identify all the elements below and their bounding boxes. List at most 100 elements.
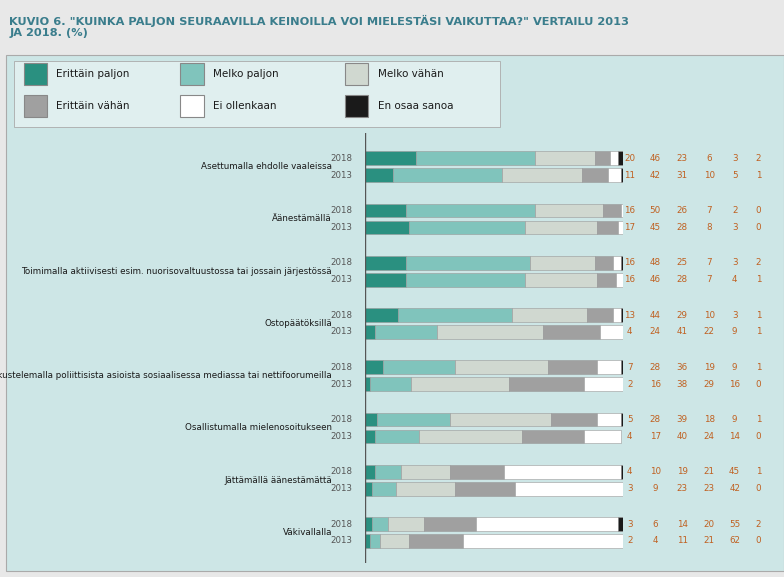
Text: 2013: 2013 [330,380,352,389]
Text: 2: 2 [756,153,761,163]
Text: 14: 14 [729,432,740,441]
Text: 11: 11 [677,537,688,545]
Bar [424,517,476,531]
Text: 2013: 2013 [330,275,352,284]
Text: 2018: 2018 [330,363,352,372]
Bar [450,465,504,479]
Text: Keskustelemalla poliittisista asioista sosiaalisessa mediassa tai nettifoorumeil: Keskustelemalla poliittisista asioista s… [0,371,332,380]
Text: 1: 1 [756,275,761,284]
Bar [365,429,375,443]
Text: 3: 3 [732,153,738,163]
Text: 10: 10 [704,310,715,320]
Text: 25: 25 [677,258,688,267]
Text: 28: 28 [677,223,688,232]
Text: 46: 46 [650,153,661,163]
Text: 23: 23 [677,153,688,163]
Text: KUVIO 6. "KUINKA PALJON SEURAAVILLA KEINOILLA VOI MIELESTÄSI VAIKUTTAA?" VERTAIL: KUVIO 6. "KUINKA PALJON SEURAAVILLA KEIN… [9,14,630,27]
Bar [365,325,375,339]
Text: 62: 62 [729,537,740,545]
Text: 16: 16 [624,206,635,215]
Bar [365,482,372,496]
Text: Toimimalla aktiivisesti esim. nuorisovaltuustossa tai jossain järjestössä: Toimimalla aktiivisesti esim. nuorisoval… [21,267,332,276]
Text: 2: 2 [627,537,633,545]
Text: 0: 0 [756,537,761,545]
Bar [525,273,597,287]
Text: 41: 41 [677,327,688,336]
Bar [476,517,618,531]
Text: 9: 9 [732,327,738,336]
Text: Ei ollenkaan: Ei ollenkaan [213,100,277,111]
Text: 2: 2 [756,258,761,267]
Text: 23: 23 [677,484,688,493]
Bar [621,256,626,269]
Text: 5: 5 [732,171,738,179]
Bar [365,534,370,548]
Bar [543,325,600,339]
Bar [365,256,406,269]
Text: 42: 42 [650,171,661,179]
Bar [615,273,626,287]
Text: 3: 3 [732,223,738,232]
Bar [512,308,587,322]
Bar [365,413,377,426]
Bar [365,308,398,322]
Text: 16: 16 [624,258,635,267]
Text: 2013: 2013 [330,484,352,493]
Bar [585,377,626,391]
Bar [585,429,621,443]
Text: 50: 50 [649,206,661,215]
Text: 4: 4 [627,432,633,441]
Text: Melko vähän: Melko vähän [378,69,444,79]
Text: 2013: 2013 [330,327,352,336]
Bar [597,413,621,426]
Text: 20: 20 [704,519,715,529]
Text: 39: 39 [677,415,688,424]
Bar [380,534,408,548]
Bar [370,534,380,548]
Text: 13: 13 [624,310,635,320]
Text: 11: 11 [624,171,635,179]
Bar [621,204,626,218]
Text: 17: 17 [650,432,661,441]
Text: 1: 1 [756,467,761,476]
Bar [365,168,393,182]
Text: Melko paljon: Melko paljon [213,69,279,79]
Bar [365,220,408,234]
Text: 16: 16 [729,380,740,389]
Text: JA 2018. (%): JA 2018. (%) [9,28,89,38]
Bar [375,465,401,479]
Bar [525,220,597,234]
Text: 28: 28 [677,275,688,284]
Text: 16: 16 [650,380,661,389]
Text: En osaa sanoa: En osaa sanoa [378,100,453,111]
Bar [365,465,375,479]
Text: 2013: 2013 [330,171,352,179]
Text: 18: 18 [704,415,715,424]
Bar [610,151,618,165]
Text: 4: 4 [627,327,633,336]
Bar [375,429,419,443]
Bar [623,325,626,339]
Bar [626,273,629,287]
Text: 7: 7 [627,363,633,372]
Text: 16: 16 [624,275,635,284]
Text: 3: 3 [627,484,633,493]
Text: 26: 26 [677,206,688,215]
Text: 42: 42 [729,484,740,493]
Bar [416,151,535,165]
Bar [401,465,450,479]
Bar [618,220,626,234]
Text: 7: 7 [706,258,712,267]
Text: Erittäin vähän: Erittäin vähän [56,100,130,111]
Text: 24: 24 [704,432,715,441]
Text: 9: 9 [732,363,738,372]
Bar [455,482,514,496]
Text: Äänestämällä: Äänestämällä [272,215,332,223]
Text: 24: 24 [650,327,661,336]
Bar [621,413,623,426]
Bar [582,168,608,182]
Text: 20: 20 [624,153,635,163]
Text: Erittäin paljon: Erittäin paljon [56,69,130,79]
Text: 10: 10 [704,171,715,179]
Text: 2018: 2018 [330,467,352,476]
